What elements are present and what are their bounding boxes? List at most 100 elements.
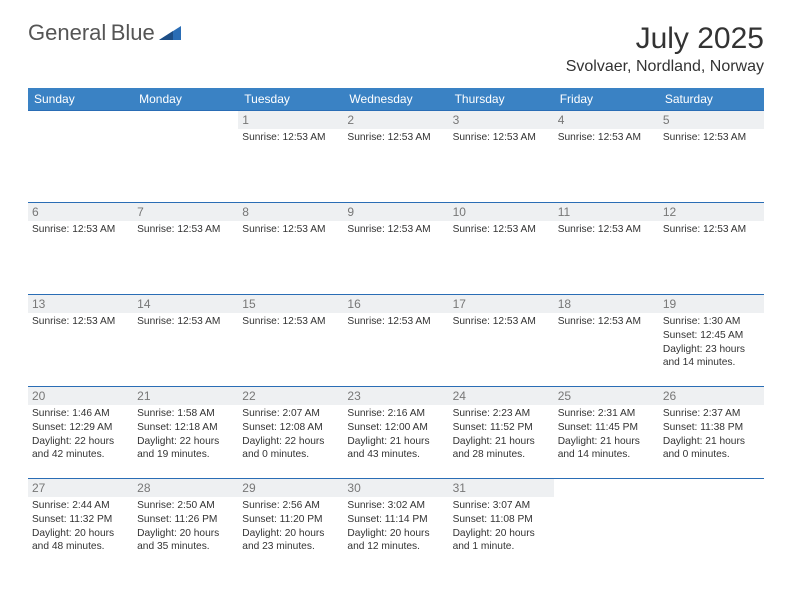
day-number: 14 <box>133 295 238 313</box>
day-number: 7 <box>133 203 238 221</box>
calendar-day-cell: 15Sunrise: 12:53 AM <box>238 295 343 387</box>
day-details: Sunrise: 2:56 AMSunset: 11:20 PMDaylight… <box>238 497 343 556</box>
day-details: Sunrise: 12:53 AM <box>343 129 448 147</box>
day-number: 5 <box>659 111 764 129</box>
day-number: 13 <box>28 295 133 313</box>
day-number: 6 <box>28 203 133 221</box>
calendar-day-cell: 9Sunrise: 12:53 AM <box>343 203 448 295</box>
day-number: 2 <box>343 111 448 129</box>
day-details: Sunrise: 2:31 AMSunset: 11:45 PMDaylight… <box>554 405 659 464</box>
weekday-header: Wednesday <box>343 88 448 111</box>
calendar-day-cell: 23Sunrise: 2:16 AMSunset: 12:00 AMDaylig… <box>343 387 448 479</box>
weekday-header: Thursday <box>449 88 554 111</box>
day-details: Sunrise: 2:16 AMSunset: 12:00 AMDaylight… <box>343 405 448 464</box>
calendar-day-cell: 20Sunrise: 1:46 AMSunset: 12:29 AMDaylig… <box>28 387 133 479</box>
calendar-day-cell: 11Sunrise: 12:53 AM <box>554 203 659 295</box>
day-number: 18 <box>554 295 659 313</box>
day-number: 1 <box>238 111 343 129</box>
day-details: Sunrise: 2:50 AMSunset: 11:26 PMDaylight… <box>133 497 238 556</box>
day-number: 30 <box>343 479 448 497</box>
day-details: Sunrise: 12:53 AM <box>554 313 659 331</box>
day-number: 28 <box>133 479 238 497</box>
day-details: Sunrise: 12:53 AM <box>554 221 659 239</box>
weekday-header: Sunday <box>28 88 133 111</box>
brand-name-1: General <box>28 20 106 45</box>
day-details: Sunrise: 2:23 AMSunset: 11:52 PMDaylight… <box>449 405 554 464</box>
day-details: Sunrise: 12:53 AM <box>28 313 133 331</box>
calendar-day-cell: 13Sunrise: 12:53 AM <box>28 295 133 387</box>
calendar-day-cell: . <box>28 111 133 203</box>
calendar-day-cell: 8Sunrise: 12:53 AM <box>238 203 343 295</box>
day-details: Sunrise: 12:53 AM <box>238 129 343 147</box>
calendar-day-cell: 19Sunrise: 1:30 AMSunset: 12:45 AMDaylig… <box>659 295 764 387</box>
day-number: 20 <box>28 387 133 405</box>
day-details: Sunrise: 12:53 AM <box>238 221 343 239</box>
day-number: 22 <box>238 387 343 405</box>
day-number: 27 <box>28 479 133 497</box>
day-details: Sunrise: 1:58 AMSunset: 12:18 AMDaylight… <box>133 405 238 464</box>
weekday-header: Tuesday <box>238 88 343 111</box>
day-details: Sunrise: 3:02 AMSunset: 11:14 PMDaylight… <box>343 497 448 556</box>
day-number: 17 <box>449 295 554 313</box>
day-number: 8 <box>238 203 343 221</box>
day-details: Sunrise: 2:44 AMSunset: 11:32 PMDaylight… <box>28 497 133 556</box>
brand-name-2: Blue <box>111 20 155 45</box>
calendar-day-cell: 4Sunrise: 12:53 AM <box>554 111 659 203</box>
title-block: July 2025 Svolvaer, Nordland, Norway <box>566 22 764 76</box>
calendar-day-cell: 18Sunrise: 12:53 AM <box>554 295 659 387</box>
calendar-day-cell: 6Sunrise: 12:53 AM <box>28 203 133 295</box>
calendar-day-cell: 16Sunrise: 12:53 AM <box>343 295 448 387</box>
day-details: Sunrise: 12:53 AM <box>238 313 343 331</box>
day-number: 16 <box>343 295 448 313</box>
brand-flag-icon <box>157 22 181 42</box>
day-number: 11 <box>554 203 659 221</box>
weekday-header: Friday <box>554 88 659 111</box>
day-details: Sunrise: 12:53 AM <box>449 313 554 331</box>
day-details: Sunrise: 12:53 AM <box>449 129 554 147</box>
calendar-day-cell: 10Sunrise: 12:53 AM <box>449 203 554 295</box>
day-number: 10 <box>449 203 554 221</box>
day-number: 23 <box>343 387 448 405</box>
calendar-day-cell: 25Sunrise: 2:31 AMSunset: 11:45 PMDaylig… <box>554 387 659 479</box>
calendar-day-cell: . <box>133 111 238 203</box>
calendar-week-row: 27Sunrise: 2:44 AMSunset: 11:32 PMDaylig… <box>28 479 764 571</box>
calendar-day-cell: 2Sunrise: 12:53 AM <box>343 111 448 203</box>
calendar-week-row: 13Sunrise: 12:53 AM14Sunrise: 12:53 AM15… <box>28 295 764 387</box>
day-details: Sunrise: 12:53 AM <box>343 313 448 331</box>
day-details: Sunrise: 12:53 AM <box>133 221 238 239</box>
day-number: 4 <box>554 111 659 129</box>
day-number: 31 <box>449 479 554 497</box>
weekday-header: Saturday <box>659 88 764 111</box>
location-label: Svolvaer, Nordland, Norway <box>566 58 764 76</box>
day-number: 12 <box>659 203 764 221</box>
calendar-week-row: 20Sunrise: 1:46 AMSunset: 12:29 AMDaylig… <box>28 387 764 479</box>
calendar-week-row: ..1Sunrise: 12:53 AM2Sunrise: 12:53 AM3S… <box>28 111 764 203</box>
calendar-day-cell: . <box>659 479 764 571</box>
calendar-day-cell: 26Sunrise: 2:37 AMSunset: 11:38 PMDaylig… <box>659 387 764 479</box>
header: General Blue July 2025 Svolvaer, Nordlan… <box>28 22 764 76</box>
day-details: Sunrise: 1:46 AMSunset: 12:29 AMDaylight… <box>28 405 133 464</box>
calendar-day-cell: 31Sunrise: 3:07 AMSunset: 11:08 PMDaylig… <box>449 479 554 571</box>
day-details: Sunrise: 2:37 AMSunset: 11:38 PMDaylight… <box>659 405 764 464</box>
calendar-day-cell: 3Sunrise: 12:53 AM <box>449 111 554 203</box>
day-details: Sunrise: 12:53 AM <box>28 221 133 239</box>
day-details: Sunrise: 12:53 AM <box>554 129 659 147</box>
day-details: Sunrise: 2:07 AMSunset: 12:08 AMDaylight… <box>238 405 343 464</box>
day-number: 21 <box>133 387 238 405</box>
day-number: 29 <box>238 479 343 497</box>
day-details: Sunrise: 12:53 AM <box>659 129 764 147</box>
calendar-day-cell: 5Sunrise: 12:53 AM <box>659 111 764 203</box>
day-details: Sunrise: 1:30 AMSunset: 12:45 AMDaylight… <box>659 313 764 372</box>
day-number: 25 <box>554 387 659 405</box>
day-number: 9 <box>343 203 448 221</box>
day-number: 24 <box>449 387 554 405</box>
day-details: Sunrise: 12:53 AM <box>449 221 554 239</box>
calendar-day-cell: 7Sunrise: 12:53 AM <box>133 203 238 295</box>
day-number: 19 <box>659 295 764 313</box>
day-details: Sunrise: 12:53 AM <box>343 221 448 239</box>
calendar-day-cell: . <box>554 479 659 571</box>
calendar-header-row: SundayMondayTuesdayWednesdayThursdayFrid… <box>28 88 764 111</box>
day-number: 3 <box>449 111 554 129</box>
calendar-day-cell: 17Sunrise: 12:53 AM <box>449 295 554 387</box>
day-details: Sunrise: 12:53 AM <box>133 313 238 331</box>
